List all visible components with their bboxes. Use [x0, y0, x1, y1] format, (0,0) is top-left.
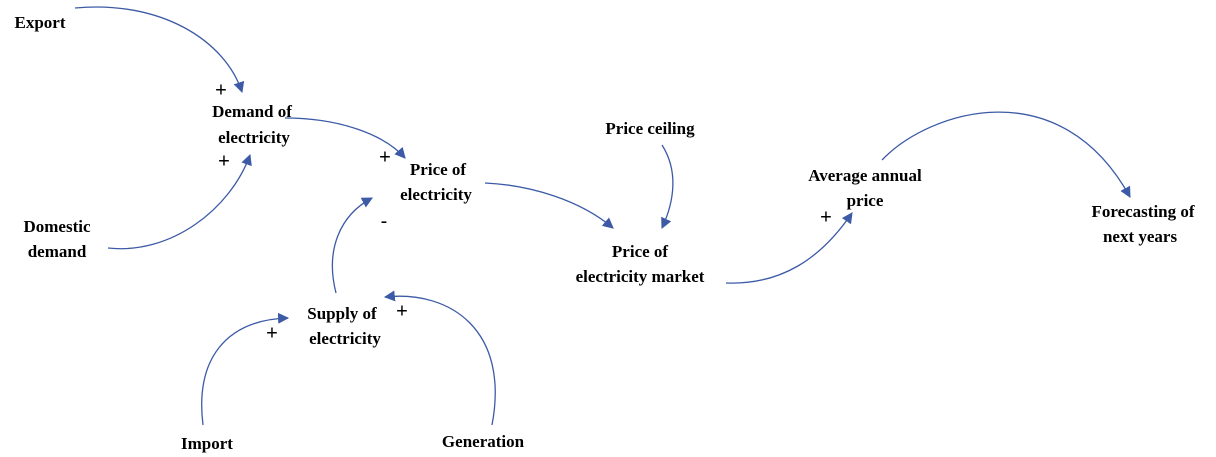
node-label: Price ceiling: [605, 119, 695, 138]
polarity-sign: +: [218, 150, 230, 172]
node-label: Import: [181, 434, 233, 453]
node-label: Generation: [442, 432, 525, 451]
node-label: demand: [28, 242, 87, 261]
arrow: [74, 6, 245, 94]
node-label: electricity market: [576, 267, 705, 286]
arrow: [107, 153, 252, 250]
node-label: next years: [1103, 227, 1178, 246]
polarity-sign: +: [396, 300, 408, 322]
node-label: Forecasting of: [1091, 202, 1194, 221]
arrow: [201, 312, 290, 426]
node-label: Domestic: [23, 217, 90, 236]
arrows: [74, 6, 1131, 426]
node-label: price: [847, 191, 884, 210]
arrow: [661, 144, 674, 229]
node-label: electricity: [218, 128, 290, 147]
node-label: Demand of: [212, 102, 292, 121]
nodes: Export Demand of electricity Domestic de…: [15, 13, 1195, 453]
node-label: Price of: [612, 242, 668, 261]
polarity-sign: -: [381, 210, 388, 232]
node-label: electricity: [309, 329, 381, 348]
polarity-sign: +: [266, 322, 278, 344]
arrow: [881, 111, 1131, 198]
polarities: + + + - + + +: [215, 79, 832, 344]
node-label: Supply of: [307, 304, 377, 323]
arrow: [383, 290, 496, 426]
polarity-sign: +: [379, 146, 391, 168]
node-label: Export: [15, 13, 66, 32]
node-label: Average annual: [808, 166, 922, 185]
polarity-sign: +: [215, 79, 227, 101]
arrow: [725, 212, 853, 284]
arrow: [331, 197, 373, 294]
arrow: [484, 182, 614, 229]
arrow: [284, 117, 406, 159]
node-label: Price of: [410, 160, 466, 179]
node-label: electricity: [400, 185, 472, 204]
polarity-sign: +: [820, 206, 832, 228]
